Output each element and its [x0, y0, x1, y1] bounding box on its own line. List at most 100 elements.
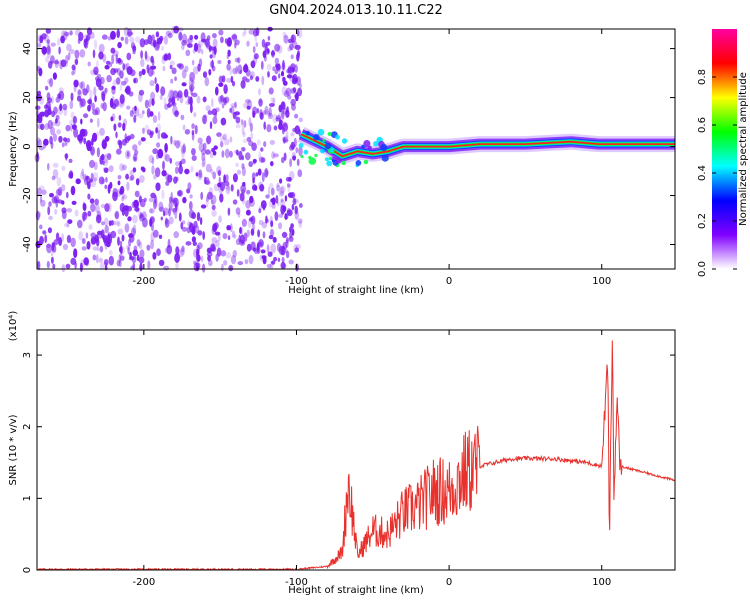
noise-blob	[260, 157, 266, 163]
noise-blob	[267, 186, 271, 197]
noise-blob	[235, 123, 241, 129]
noise-blob	[190, 104, 193, 114]
y-tick-label: 2	[22, 424, 33, 430]
noise-blob	[45, 56, 50, 63]
noise-blob	[68, 173, 72, 179]
noise-blob	[66, 137, 71, 143]
noise-blob	[241, 147, 246, 152]
noise-blob	[284, 135, 289, 142]
noise-blob	[235, 116, 241, 124]
noise-blob	[154, 201, 159, 207]
noise-blob	[240, 184, 247, 194]
noise-blob	[205, 197, 209, 208]
signal-blob	[341, 138, 348, 144]
noise-blob	[101, 221, 105, 226]
noise-blob	[169, 90, 175, 96]
noise-blob	[52, 169, 59, 179]
noise-blob	[169, 60, 175, 67]
noise-blob	[61, 207, 67, 214]
noise-blob	[78, 31, 84, 42]
noise-blob	[282, 126, 285, 135]
noise-blob	[138, 113, 144, 119]
noise-blob	[268, 235, 274, 240]
noise-blob	[240, 80, 246, 89]
noise-blob	[289, 43, 294, 51]
noise-blob	[273, 125, 278, 131]
noise-blob	[126, 181, 130, 191]
noise-blob	[46, 45, 51, 55]
noise-blob	[132, 224, 137, 235]
noise-blob	[284, 195, 288, 202]
noise-blob	[146, 108, 151, 118]
noise-blob	[50, 42, 56, 47]
noise-blob	[58, 135, 63, 143]
noise-blob	[270, 243, 277, 254]
noise-blob	[248, 254, 254, 265]
noise-blob	[54, 208, 58, 215]
noise-blob	[50, 121, 57, 127]
noise-blob	[67, 52, 71, 61]
noise-blob	[61, 264, 66, 273]
noise-blob	[288, 259, 294, 265]
noise-blob	[206, 251, 213, 257]
noise-blob	[181, 82, 187, 87]
noise-blob	[289, 158, 293, 168]
noise-blob	[173, 90, 178, 99]
noise-blob	[184, 129, 191, 135]
noise-blob	[260, 147, 264, 152]
noise-blob	[95, 76, 100, 82]
noise-blob	[135, 205, 139, 213]
noise-blob	[161, 189, 165, 200]
noise-blob	[169, 65, 173, 70]
noise-blob	[285, 87, 292, 96]
noise-blob	[45, 28, 52, 34]
noise-blob	[259, 184, 265, 192]
noise-blob	[220, 117, 227, 126]
noise-blob	[254, 185, 258, 191]
noise-blob	[170, 78, 174, 84]
snr-y-label: SNR (10 * v/v)	[8, 414, 19, 485]
noise-blob	[258, 151, 261, 161]
noise-blob	[86, 175, 89, 186]
noise-blob	[39, 35, 44, 44]
noise-blob	[223, 260, 228, 266]
noise-blob	[250, 60, 256, 69]
noise-blob	[278, 222, 283, 230]
noise-blob	[258, 219, 264, 226]
noise-blob	[83, 38, 88, 49]
noise-blob	[189, 71, 196, 82]
noise-blob	[46, 39, 51, 44]
noise-blob	[258, 239, 264, 248]
noise-blob	[220, 36, 224, 44]
noise-blob	[124, 223, 130, 233]
noise-blob	[128, 238, 132, 247]
noise-blob	[89, 89, 93, 99]
noise-blob	[227, 207, 231, 216]
noise-blob	[260, 249, 266, 254]
noise-blob	[161, 170, 167, 177]
signal-blob	[313, 134, 320, 141]
noise-blob	[124, 88, 130, 94]
snr-scale-label: (x10⁴)	[8, 311, 19, 342]
noise-blob	[133, 114, 137, 123]
noise-blob	[61, 142, 65, 148]
x-tick-label: -200	[132, 276, 155, 287]
noise-blob	[271, 151, 276, 160]
noise-blob	[282, 59, 285, 70]
signal-blob	[317, 128, 325, 136]
noise-blob	[43, 34, 50, 42]
noise-blob	[202, 231, 205, 240]
signal-track	[300, 133, 675, 158]
noise-blob	[109, 181, 113, 189]
spectrogram-x-label: Height of straight line (km)	[288, 285, 424, 296]
noise-blob	[227, 235, 231, 240]
noise-blob	[104, 64, 110, 70]
noise-blob	[118, 253, 122, 263]
noise-blob	[159, 35, 164, 42]
noise-blob	[96, 246, 100, 252]
noise-blob	[205, 105, 211, 112]
noise-blob	[171, 197, 178, 202]
noise-blob	[172, 207, 176, 215]
noise-blob	[271, 260, 276, 265]
noise-blob	[195, 172, 199, 177]
